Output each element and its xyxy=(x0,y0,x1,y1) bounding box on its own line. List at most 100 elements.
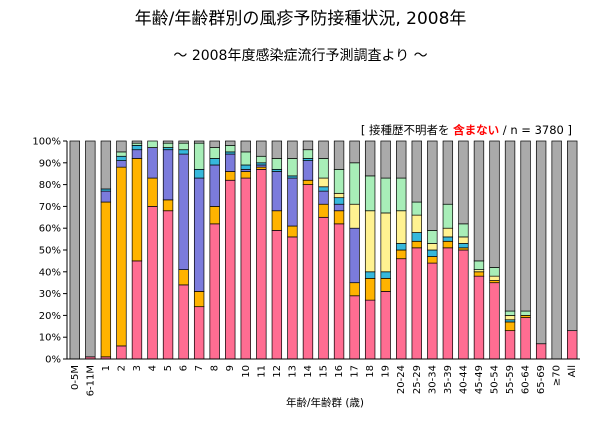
bar-stack xyxy=(271,140,283,360)
bar-segment xyxy=(209,223,220,360)
x-tick-label: 7 xyxy=(194,365,205,371)
bar-segment xyxy=(427,243,438,251)
y-tick-label: 60% xyxy=(39,224,61,235)
x-tick-label: 50-54 xyxy=(490,365,501,394)
bar-segment xyxy=(209,140,220,148)
bar-stack xyxy=(489,140,500,360)
bar-segment xyxy=(287,225,298,238)
bar-segment xyxy=(411,232,422,242)
bar-segment xyxy=(349,162,360,205)
bar-segment xyxy=(178,284,189,360)
bar-segment xyxy=(287,158,298,177)
bar-segment xyxy=(302,140,314,151)
bar-segment xyxy=(380,291,391,360)
bar-stack xyxy=(364,140,376,360)
bar-segment xyxy=(520,310,531,316)
bar-segment xyxy=(411,240,422,249)
bar-segment xyxy=(520,140,531,312)
bar-segment xyxy=(364,271,376,279)
bar-segment xyxy=(535,140,547,345)
bar-segment xyxy=(116,155,127,161)
bar-stack xyxy=(256,140,267,360)
bar-segment xyxy=(178,153,189,270)
bar-segment xyxy=(349,203,360,229)
y-tick-label: 10% xyxy=(39,333,61,344)
bar-stack xyxy=(178,140,189,360)
bar-segment xyxy=(225,145,236,153)
bar-segment xyxy=(162,149,174,201)
x-tick-label: 65-69 xyxy=(536,365,547,394)
bar-segment xyxy=(271,171,283,212)
bars xyxy=(69,140,578,360)
y-tick-label: 20% xyxy=(39,311,61,322)
bar-segment xyxy=(256,168,267,360)
bar-segment xyxy=(427,262,438,360)
bar-segment xyxy=(473,260,485,270)
bar-segment xyxy=(396,243,407,251)
bar-segment xyxy=(209,158,220,166)
bar-segment xyxy=(240,177,251,360)
y-tick-label: 100% xyxy=(32,137,61,148)
x-tick-label: 16 xyxy=(334,365,345,378)
bar-segment xyxy=(178,142,189,151)
bar-segment xyxy=(473,140,485,262)
bar-segment xyxy=(271,158,283,170)
bar-stack xyxy=(551,140,562,360)
bar-segment xyxy=(193,168,205,179)
bar-segment xyxy=(162,142,174,148)
sample-note: [ 接種歴不明者を 含まない / n = 3780 ] xyxy=(361,123,572,137)
bar-segment xyxy=(364,277,376,301)
bar-segment xyxy=(504,310,516,316)
bar-segment xyxy=(318,177,329,188)
bar-stack xyxy=(427,140,438,360)
bar-segment xyxy=(427,256,438,264)
chart-subtitle: ～ 2008年度感染症流行予測調査より ～ xyxy=(173,48,428,64)
bar-segment xyxy=(333,223,345,360)
bar-segment xyxy=(473,275,485,360)
x-tick-label: 20-24 xyxy=(396,365,407,394)
bar-segment xyxy=(489,282,500,360)
bar-segment xyxy=(396,140,407,179)
bar-segment xyxy=(162,199,174,212)
bar-segment xyxy=(427,140,438,231)
bar-stack xyxy=(442,140,454,360)
bar-stack xyxy=(411,140,422,360)
y-tick-label: 30% xyxy=(39,289,61,300)
bar-segment xyxy=(225,140,236,146)
bar-segment xyxy=(458,140,469,225)
bar-segment xyxy=(271,230,283,360)
bar-segment xyxy=(240,171,251,179)
bar-segment xyxy=(318,186,329,192)
x-tick-label: 14 xyxy=(303,365,314,378)
bar-segment xyxy=(380,277,391,292)
x-tick-label: 19 xyxy=(381,365,392,378)
bar-segment xyxy=(116,140,127,153)
bar-segment xyxy=(225,171,236,181)
x-tick-label: 40-44 xyxy=(458,365,469,394)
bar-segment xyxy=(193,306,205,360)
bar-segment xyxy=(209,164,220,207)
bar-segment xyxy=(178,269,189,286)
bar-segment xyxy=(567,330,578,360)
bar-segment xyxy=(318,203,329,218)
x-tick-label: 13 xyxy=(287,365,298,378)
y-tick-label: 0% xyxy=(45,355,61,366)
bar-segment xyxy=(131,158,143,262)
bar-segment xyxy=(271,140,283,159)
y-tick-label: 50% xyxy=(39,246,61,257)
bar-segment xyxy=(100,140,112,190)
x-tick-label: 55-59 xyxy=(505,365,516,394)
bar-segment xyxy=(535,343,547,360)
bar-segment xyxy=(193,140,205,144)
bar-segment xyxy=(100,201,112,358)
x-tick-label: 25-29 xyxy=(412,365,423,394)
bar-segment xyxy=(442,236,454,242)
bar-segment xyxy=(504,140,516,312)
bar-segment xyxy=(411,201,422,216)
bar-segment xyxy=(193,177,205,292)
bar-segment xyxy=(116,151,127,157)
bar-stack xyxy=(85,140,96,360)
bar-segment xyxy=(364,299,376,360)
bar-segment xyxy=(162,140,174,144)
bar-segment xyxy=(178,149,189,155)
